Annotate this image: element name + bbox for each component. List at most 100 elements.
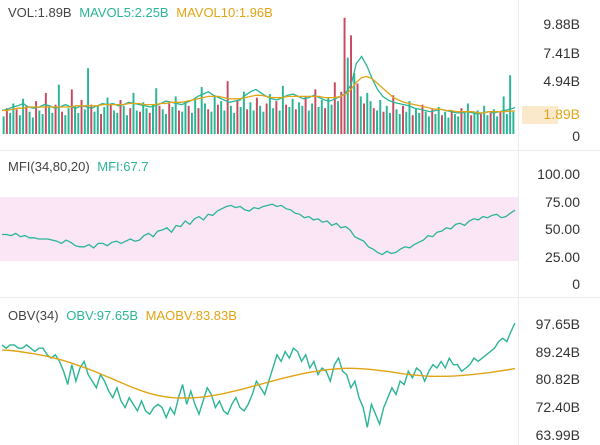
volume-bar <box>476 110 479 134</box>
volume-bar <box>307 110 310 134</box>
mfi-axis-label-75: 75.00 <box>544 194 580 210</box>
volume-bar <box>249 102 252 134</box>
volume-bar <box>411 115 414 134</box>
volume-bar <box>164 114 167 134</box>
volume-bar <box>74 105 77 134</box>
volume-bar <box>200 87 203 134</box>
volume-bar <box>470 115 473 134</box>
volume-bar <box>424 111 427 134</box>
mfi-axis-label-0: 0 <box>572 276 580 292</box>
mfi-line <box>2 203 516 256</box>
volume-bar <box>291 98 294 134</box>
volume-bar <box>28 111 31 134</box>
volume-bar <box>239 107 242 134</box>
vol-current-marker <box>522 106 558 124</box>
volume-bar <box>311 103 314 134</box>
volume-bar <box>272 108 275 134</box>
obv-axis-label-5: 63.99B <box>535 427 580 443</box>
volume-bar <box>236 99 239 134</box>
volume-bar <box>447 117 450 134</box>
volume-bar <box>155 88 158 134</box>
mfi-axis-label-100: 100.00 <box>537 166 580 182</box>
volume-bar <box>70 89 73 134</box>
volume-bar <box>431 109 434 134</box>
volume-bar <box>505 114 508 134</box>
volume-bar <box>434 114 437 134</box>
volume-bar <box>129 108 132 134</box>
volume-bar <box>346 57 349 134</box>
volume-bar <box>187 105 190 134</box>
mfi-axis-label-50: 50.00 <box>544 221 580 237</box>
volume-bar <box>402 105 404 134</box>
volume-bar <box>252 110 255 134</box>
volume-bar <box>220 101 223 134</box>
obv-header: OBV(34) OBV:97.65B MAOBV:83.83B <box>8 308 241 323</box>
axis-divider <box>518 0 519 445</box>
volume-bar <box>83 109 86 134</box>
volume-bar <box>77 112 80 134</box>
volume-bar <box>161 109 164 134</box>
vol-value-label: VOL:1.89B <box>8 5 72 20</box>
volume-bar <box>96 105 99 134</box>
volume-bar <box>223 110 226 134</box>
obv-axis-label-3: 80.82B <box>535 371 580 387</box>
volume-bar <box>210 111 213 134</box>
volume-bar <box>41 114 44 134</box>
volume-bar <box>382 111 385 134</box>
volume-bar <box>379 99 382 134</box>
volume-bar <box>148 112 151 134</box>
volume-bar <box>171 107 174 134</box>
maobv-value-label: MAOBV:83.83B <box>145 308 237 323</box>
volume-bar <box>139 111 141 134</box>
volume-bar <box>57 84 60 134</box>
volume-bar <box>48 107 51 134</box>
volume-bar <box>408 101 411 134</box>
volume-bar <box>473 111 476 134</box>
volume-bar <box>203 103 206 134</box>
vol-header: VOL:1.89B MAVOL5:2.25B MAVOL10:1.96B <box>8 5 277 20</box>
volume-bar <box>372 108 375 134</box>
panel-separator-mfi <box>0 297 600 298</box>
volume-bar <box>22 98 25 134</box>
volume-bar <box>44 92 47 134</box>
volume-bar <box>463 112 466 134</box>
vol-axis-label-2: 7.41B <box>543 45 580 61</box>
vol-axis-label-top: 9.88B <box>543 16 580 32</box>
volume-bar <box>194 98 197 134</box>
volume-bar <box>385 105 388 134</box>
volume-bar <box>177 110 180 134</box>
volume-bar <box>116 112 119 134</box>
volume-bar <box>314 89 317 134</box>
volume-bar <box>275 101 278 134</box>
volume-bar <box>119 99 122 134</box>
volume-bar <box>12 103 15 134</box>
volume-bar <box>457 116 460 134</box>
volume-bar <box>405 111 408 134</box>
obv-param-label: OBV(34) <box>8 308 59 323</box>
volume-bar <box>486 115 489 134</box>
volume-bar <box>320 99 323 134</box>
volume-bars <box>2 17 515 134</box>
volume-bar <box>492 109 495 134</box>
volume-bar <box>294 109 297 134</box>
volume-bar <box>246 109 249 134</box>
volume-bar <box>262 111 265 134</box>
vol-current-label: 1.89B <box>543 106 580 122</box>
volume-bar <box>51 112 54 134</box>
volume-bar <box>359 96 362 134</box>
volume-bar <box>80 99 83 134</box>
volume-bar <box>113 110 115 134</box>
volume-bar <box>158 105 161 134</box>
panel-separator-vol <box>0 150 600 151</box>
volume-bar <box>93 111 96 134</box>
volume-bar <box>38 110 41 134</box>
volume-bar <box>466 103 469 134</box>
volume-bar <box>440 115 443 134</box>
volume-bar <box>363 103 365 134</box>
volume-bar <box>389 112 391 134</box>
volume-bar <box>427 116 430 134</box>
volume-bar <box>126 115 128 134</box>
volume-bar <box>61 111 64 134</box>
volume-bar <box>31 117 34 134</box>
